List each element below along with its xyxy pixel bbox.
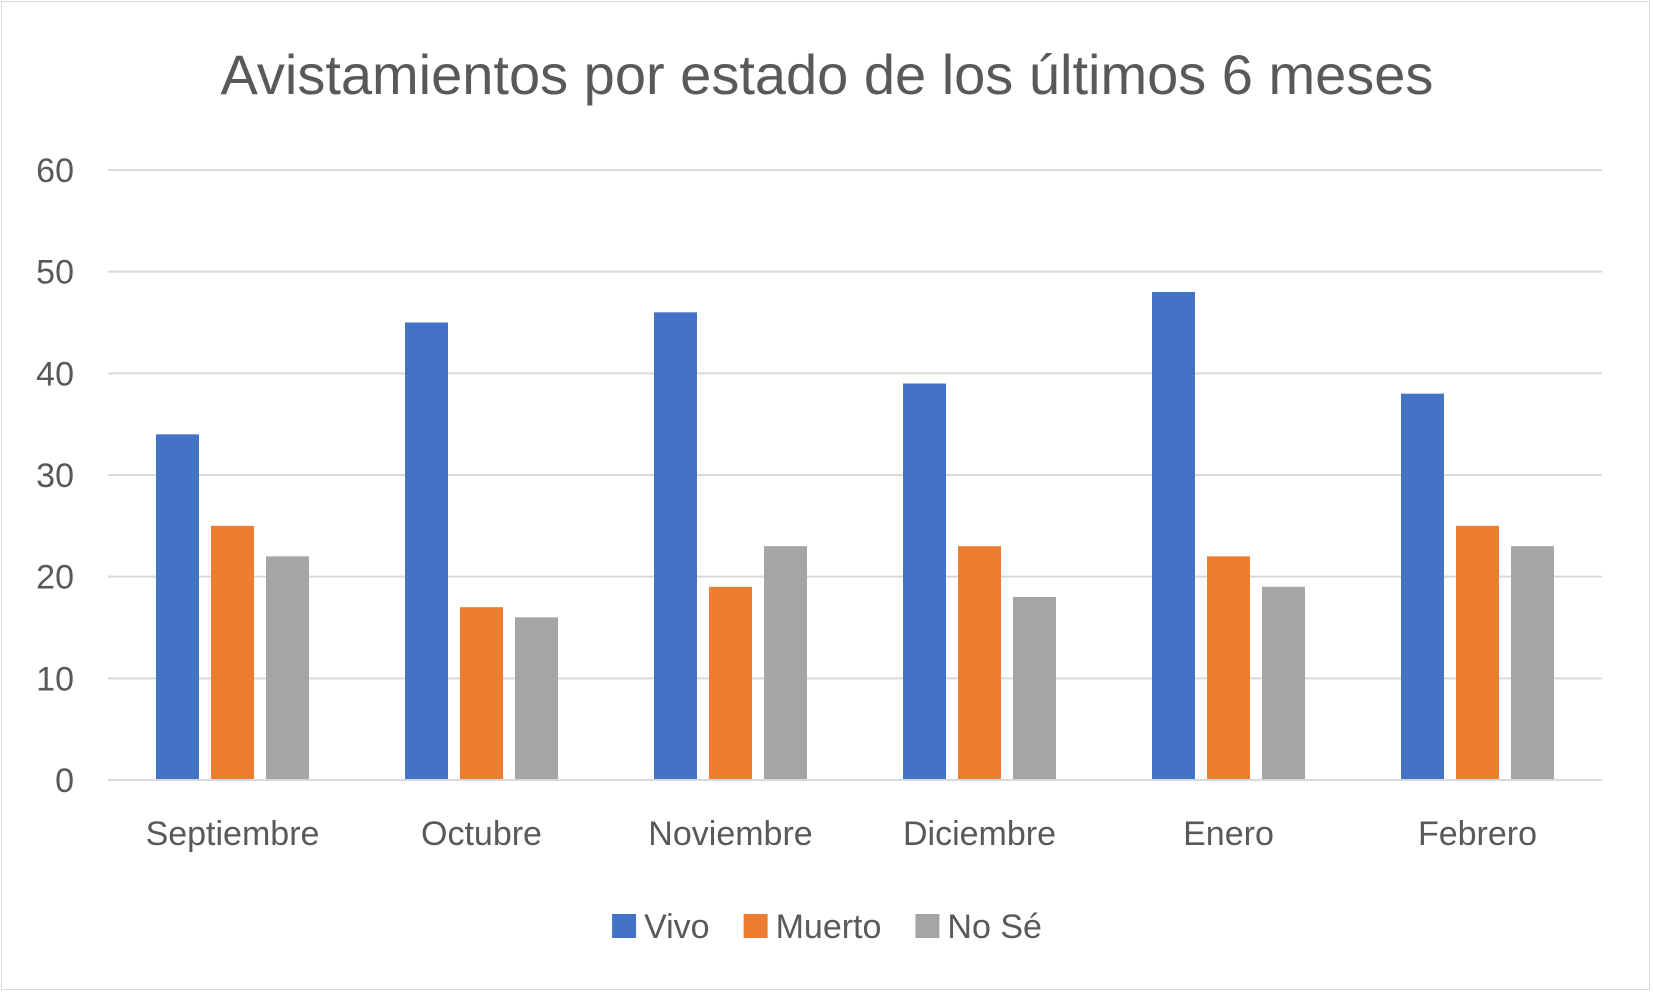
y-tick-label: 0 <box>55 762 74 800</box>
x-tick-label: Enero <box>1183 815 1274 853</box>
bar-muerto <box>1456 525 1499 780</box>
x-tick-label: Diciembre <box>903 815 1056 853</box>
bar-vivo <box>654 312 697 780</box>
x-tick-label: Noviembre <box>648 815 812 853</box>
bar-no-sé <box>515 617 558 780</box>
y-tick-label: 10 <box>36 660 74 698</box>
legend-label-no-sé: No Sé <box>947 908 1042 946</box>
bar-vivo <box>903 383 946 780</box>
bar-vivo <box>1401 393 1444 780</box>
y-tick-label: 30 <box>36 457 74 495</box>
bars <box>156 292 1554 780</box>
chart-title: Avistamientos por estado de los últimos … <box>221 43 1434 106</box>
bar-muerto <box>1207 556 1250 780</box>
x-axis-ticks: Septiembre Octubre Noviembre Diciembre Enero… <box>146 815 1537 853</box>
bar-vivo <box>1152 292 1195 780</box>
bar-muerto <box>709 586 752 780</box>
y-tick-label: 50 <box>36 254 74 292</box>
legend-label-muerto: Muerto <box>776 908 882 946</box>
bar-vivo <box>156 434 199 780</box>
bar-no-sé <box>266 556 309 780</box>
x-tick-label: Octubre <box>421 815 542 853</box>
x-tick-label: Septiembre <box>146 815 320 853</box>
gridlines <box>108 169 1602 680</box>
bar-muerto <box>460 607 503 780</box>
bar-muerto <box>958 546 1001 780</box>
x-tick-label: Febrero <box>1418 815 1537 853</box>
bar-no-sé <box>764 546 807 780</box>
bar-no-sé <box>1511 546 1554 780</box>
bar-vivo <box>405 322 448 780</box>
legend-label-vivo: Vivo <box>644 908 710 946</box>
bar-no-sé <box>1262 586 1305 780</box>
legend-swatch-vivo <box>612 914 637 938</box>
legend: Vivo Muerto No Sé <box>612 908 1042 946</box>
y-axis-ticks: 0 10 20 30 40 50 60 <box>36 152 74 800</box>
legend-swatch-no-sé <box>915 914 940 938</box>
y-tick-label: 40 <box>36 355 74 393</box>
bar-muerto <box>211 525 254 780</box>
bar-no-sé <box>1013 597 1056 780</box>
y-tick-label: 60 <box>36 152 74 190</box>
legend-swatch-muerto <box>743 914 768 938</box>
y-tick-label: 20 <box>36 559 74 597</box>
